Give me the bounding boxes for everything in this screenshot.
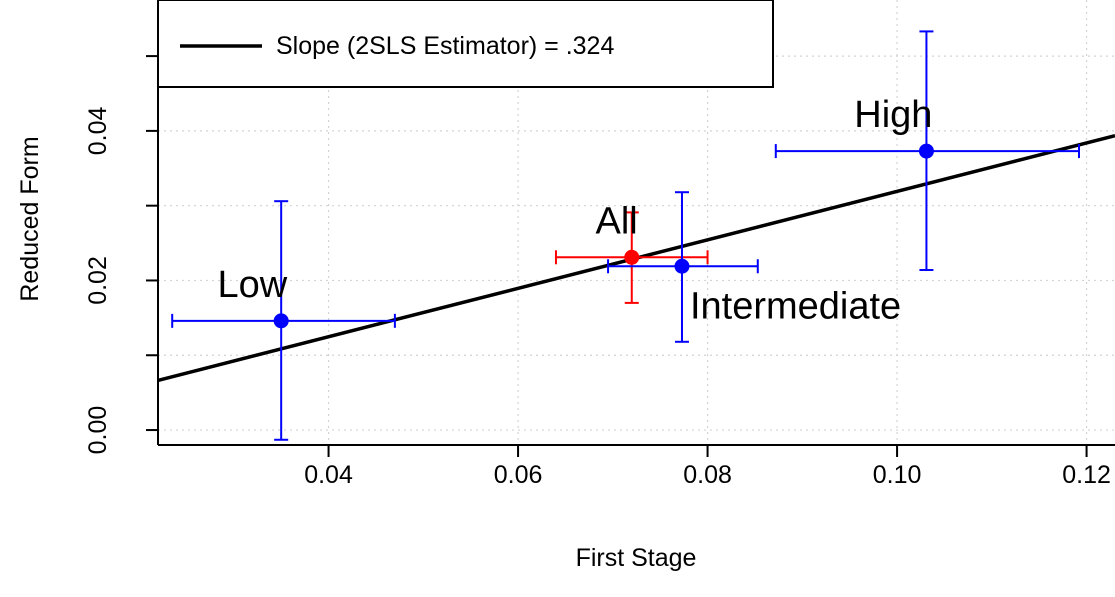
x-tick-label: 0.10 (873, 461, 922, 489)
data-points: Low All Intermediate High (171, 30, 1080, 441)
y-tick-label: 0.04 (84, 106, 112, 155)
point-marker (624, 249, 640, 265)
point-group-all: All (554, 200, 709, 304)
x-tick-label: 0.08 (683, 461, 732, 489)
x-tick-label: 0.04 (304, 461, 353, 489)
point-group-high: High (774, 30, 1080, 271)
point-label: Intermediate (690, 285, 901, 327)
point-label: High (854, 94, 932, 136)
point-group-low: Low (171, 200, 396, 441)
point-group-intermediate: Intermediate (607, 191, 901, 343)
legend-label: Slope (2SLS Estimator) = .324 (276, 32, 614, 60)
x-tick-label: 0.06 (494, 461, 543, 489)
x-axis: 0.04 0.06 0.08 0.10 0.12 (304, 445, 1111, 489)
y-tick-label: 0.00 (84, 406, 112, 455)
x-axis-label: First Stage (576, 544, 697, 572)
legend: Slope (2SLS Estimator) = .324 (157, 0, 774, 88)
y-tick-label: 0.02 (84, 256, 112, 305)
point-marker (918, 143, 934, 159)
y-axis-label: Reduced Form (16, 136, 44, 301)
gridlines (158, 0, 1115, 445)
point-label: Low (217, 264, 287, 306)
point-marker (674, 258, 690, 274)
point-marker (273, 313, 289, 329)
point-label: All (596, 200, 638, 242)
x-tick-label: 0.12 (1062, 461, 1111, 489)
legend-box (157, 0, 774, 88)
y-axis: 0.00 0.02 0.04 (84, 55, 158, 455)
